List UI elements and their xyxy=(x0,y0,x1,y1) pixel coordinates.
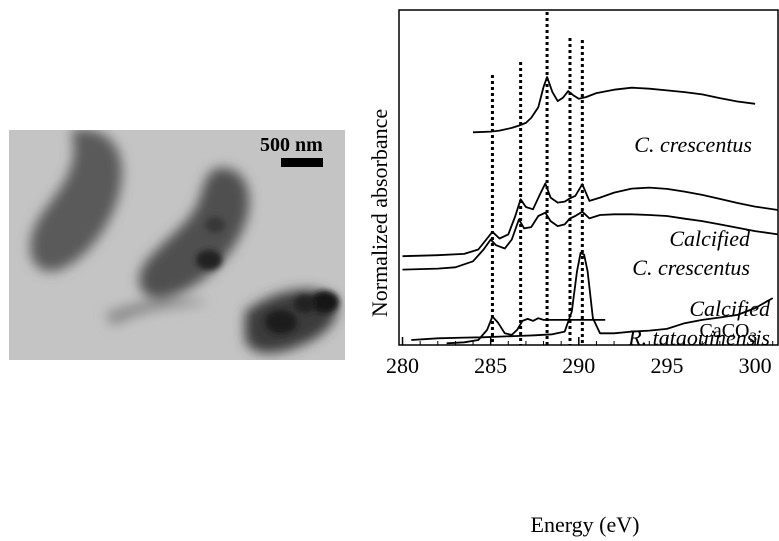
x-axis-title: Energy (eV) xyxy=(531,512,640,537)
series-line-1 xyxy=(402,182,779,258)
plot-frame xyxy=(398,9,779,346)
series-line-2 xyxy=(402,210,779,271)
x-axis-ticks xyxy=(401,337,774,345)
x-axis-tick-labels: 280 285 290 295 300 xyxy=(386,353,772,378)
x-tick-label: 285 xyxy=(474,353,507,378)
series-label-2: Calcified xyxy=(689,296,771,321)
y-axis-title: Normalized absorbance xyxy=(367,109,392,317)
series-labels: C. crescentus Calcified C. crescentus Calci… xyxy=(627,132,771,350)
spectra-series xyxy=(402,76,779,345)
series-label-0: C. crescentus xyxy=(634,132,752,157)
tem-micrograph: 500 nm xyxy=(9,130,345,360)
series-line-4 xyxy=(446,315,606,345)
dense-inclusions xyxy=(196,217,339,334)
series-label-1: C. crescentus xyxy=(632,255,750,280)
x-tick-label: 300 xyxy=(739,353,772,378)
scale-bar xyxy=(281,158,323,167)
x-tick-label: 280 xyxy=(386,353,419,378)
series-line-3 xyxy=(411,252,774,341)
series-label-1: Calcified xyxy=(669,226,751,251)
reference-lines xyxy=(490,12,584,345)
series-label-2: R. tataouinensis xyxy=(627,325,770,350)
x-tick-label: 295 xyxy=(650,353,683,378)
series-label-3: CaCO3 xyxy=(700,320,758,346)
series-line-0 xyxy=(472,76,756,134)
scale-bar-label: 500 nm xyxy=(260,134,323,156)
x-tick-label: 290 xyxy=(562,353,595,378)
